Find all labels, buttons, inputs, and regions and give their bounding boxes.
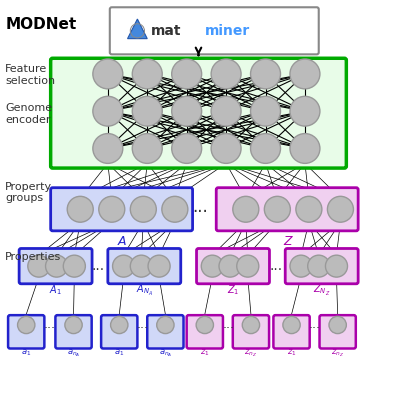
FancyBboxPatch shape — [51, 188, 193, 231]
Circle shape — [46, 255, 67, 277]
Circle shape — [290, 59, 320, 89]
Circle shape — [283, 316, 300, 334]
FancyBboxPatch shape — [56, 315, 92, 348]
Circle shape — [93, 134, 123, 164]
Text: mat: mat — [151, 24, 182, 38]
Circle shape — [130, 255, 152, 277]
Text: miner: miner — [204, 24, 250, 38]
FancyBboxPatch shape — [101, 315, 137, 348]
Circle shape — [196, 316, 214, 334]
Circle shape — [63, 255, 85, 277]
Circle shape — [329, 316, 346, 334]
Text: $z_1$: $z_1$ — [200, 347, 210, 358]
Circle shape — [211, 134, 241, 164]
FancyBboxPatch shape — [216, 188, 358, 231]
Circle shape — [65, 316, 82, 334]
Circle shape — [130, 196, 156, 222]
FancyBboxPatch shape — [320, 315, 356, 348]
Circle shape — [99, 196, 125, 222]
FancyBboxPatch shape — [8, 315, 44, 348]
FancyBboxPatch shape — [187, 315, 223, 348]
Circle shape — [67, 196, 93, 222]
Circle shape — [172, 59, 202, 89]
Circle shape — [148, 255, 170, 277]
FancyBboxPatch shape — [19, 248, 92, 284]
Circle shape — [233, 196, 259, 222]
Circle shape — [172, 96, 202, 126]
Circle shape — [290, 134, 320, 164]
Circle shape — [17, 316, 35, 334]
Circle shape — [132, 96, 162, 126]
Text: $a_1$: $a_1$ — [21, 347, 31, 358]
Text: Properties: Properties — [5, 252, 62, 262]
Circle shape — [251, 96, 281, 126]
Circle shape — [172, 134, 202, 164]
Text: Feature
selection: Feature selection — [5, 64, 56, 86]
Circle shape — [308, 255, 330, 277]
Text: $a_{n_A}$: $a_{n_A}$ — [159, 347, 172, 359]
Text: ...: ... — [270, 259, 283, 273]
Circle shape — [296, 196, 322, 222]
Circle shape — [28, 255, 50, 277]
Circle shape — [201, 255, 224, 277]
Circle shape — [290, 96, 320, 126]
Text: $Z_{N_Z}$: $Z_{N_Z}$ — [313, 283, 331, 298]
Text: $z_1$: $z_1$ — [287, 347, 296, 358]
FancyBboxPatch shape — [197, 248, 270, 284]
Circle shape — [157, 316, 174, 334]
Text: Z: Z — [283, 235, 291, 248]
Text: $z_{n_Z}$: $z_{n_Z}$ — [245, 347, 258, 359]
FancyBboxPatch shape — [51, 58, 346, 168]
Circle shape — [111, 316, 128, 334]
Text: MODNet: MODNet — [5, 17, 77, 32]
Circle shape — [328, 196, 353, 222]
Text: $Z_1$: $Z_1$ — [227, 283, 239, 297]
Text: Genome
encoder: Genome encoder — [5, 103, 52, 125]
FancyBboxPatch shape — [147, 315, 183, 348]
Circle shape — [251, 134, 281, 164]
Circle shape — [132, 134, 162, 164]
Text: Property
groups: Property groups — [5, 182, 52, 203]
Text: $A_{N_A}$: $A_{N_A}$ — [136, 283, 153, 298]
Text: $z_{n_Z}$: $z_{n_Z}$ — [331, 347, 344, 359]
Circle shape — [162, 196, 188, 222]
Circle shape — [237, 255, 259, 277]
Text: ...: ... — [309, 318, 321, 331]
Circle shape — [93, 59, 123, 89]
Polygon shape — [127, 19, 147, 39]
Circle shape — [242, 316, 260, 334]
Text: $A_1$: $A_1$ — [49, 283, 62, 297]
Circle shape — [211, 59, 241, 89]
Text: ...: ... — [137, 318, 148, 331]
Circle shape — [290, 255, 312, 277]
FancyBboxPatch shape — [233, 315, 269, 348]
Text: $a_{n_A}$: $a_{n_A}$ — [67, 347, 80, 359]
Text: ...: ... — [222, 318, 235, 331]
FancyBboxPatch shape — [274, 315, 310, 348]
Text: ...: ... — [193, 198, 208, 216]
FancyBboxPatch shape — [110, 7, 319, 55]
Circle shape — [93, 96, 123, 126]
FancyBboxPatch shape — [285, 248, 358, 284]
Circle shape — [132, 59, 162, 89]
Circle shape — [326, 255, 347, 277]
Circle shape — [219, 255, 241, 277]
Text: A: A — [118, 235, 126, 248]
Text: ...: ... — [91, 259, 104, 273]
Circle shape — [264, 196, 290, 222]
Circle shape — [113, 255, 135, 277]
Text: ...: ... — [44, 318, 56, 331]
Text: $a_1$: $a_1$ — [114, 347, 124, 358]
Circle shape — [251, 59, 281, 89]
FancyBboxPatch shape — [108, 248, 181, 284]
Circle shape — [211, 96, 241, 126]
